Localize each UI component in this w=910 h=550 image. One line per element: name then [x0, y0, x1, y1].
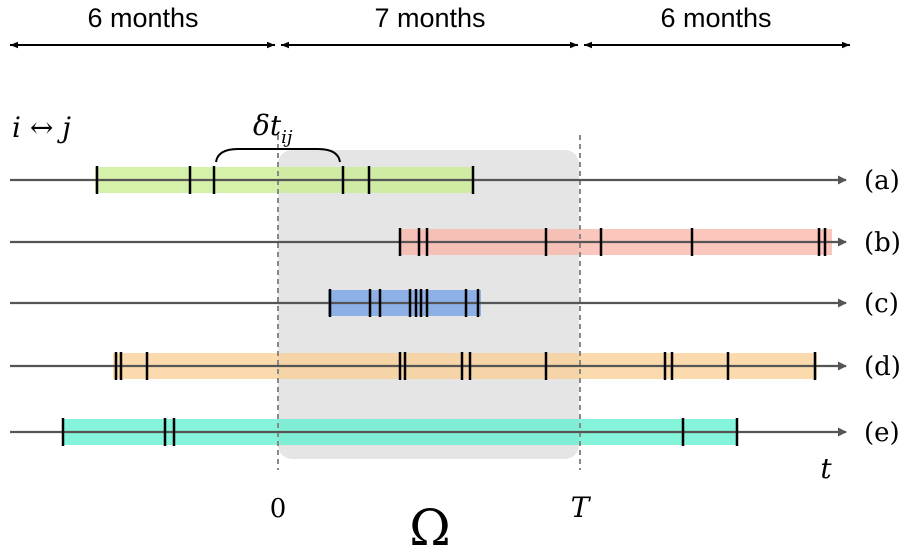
- period-label-2: 7 months: [374, 3, 485, 33]
- timelines: [10, 175, 847, 437]
- row-labels: (a) (b) (c) (d) (e): [864, 166, 901, 448]
- end-marker-label: T: [571, 491, 592, 524]
- window-label: Ω: [409, 499, 450, 550]
- period-label-3: 6 months: [660, 3, 771, 33]
- row-label-e: (e): [864, 418, 900, 448]
- start-marker-label: 0: [270, 494, 287, 524]
- row-label-a: (a): [864, 166, 900, 196]
- period-label-1: 6 months: [87, 3, 198, 33]
- gap-label-base: δt: [253, 109, 282, 142]
- row-label-c: (c): [864, 289, 899, 319]
- row-label-b: (b): [864, 228, 901, 258]
- time-axis-label: t: [820, 452, 832, 485]
- gap-brace: [215, 148, 341, 163]
- event-ticks: [61, 166, 827, 446]
- pair-label: i ↔ j: [12, 111, 71, 144]
- gap-label: δtij: [253, 109, 293, 148]
- gap-label-sub: ij: [281, 127, 293, 148]
- row-label-d: (d): [864, 352, 901, 382]
